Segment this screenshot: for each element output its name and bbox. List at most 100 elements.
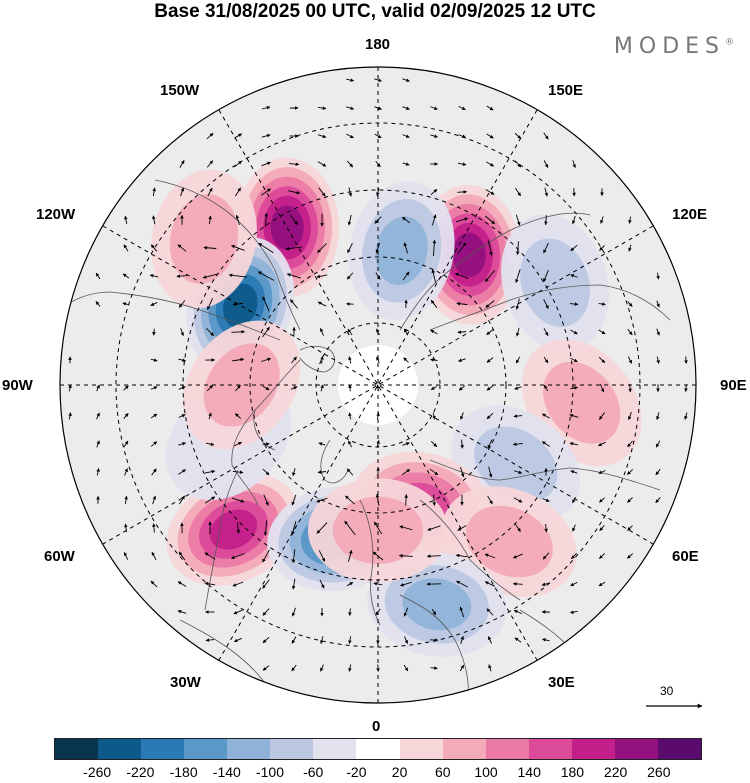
wind-arrow (598, 581, 606, 587)
wind-arrow (263, 494, 269, 506)
lon-label-90e: 90E (720, 377, 747, 394)
wind-arrow (486, 608, 494, 616)
wind-arrow (628, 216, 632, 224)
wind-arrow (261, 106, 271, 110)
wind-arrow (96, 412, 100, 420)
map-title: Base 31/08/2025 00 UTC, valid 02/09/2025… (154, 1, 596, 22)
anomaly-contour (332, 496, 424, 564)
wind-arrow (458, 385, 466, 391)
wind-arrow (487, 439, 493, 449)
wind-arrow (513, 609, 523, 615)
wind-arrow (178, 551, 186, 561)
graticule (60, 67, 696, 703)
wind-arrow (570, 470, 578, 474)
wind-arrow (208, 412, 212, 420)
wind-arrow (180, 328, 184, 337)
wind-arrow (376, 188, 380, 197)
wind-arrow (231, 553, 245, 560)
colorbar-swatch (528, 739, 572, 759)
wind-arrow (205, 327, 215, 337)
wind-arrow (152, 215, 156, 225)
wind-arrow (432, 494, 436, 506)
wind-arrow (513, 470, 523, 474)
wind-arrow (180, 187, 185, 197)
colorbar-swatch (442, 739, 486, 759)
wind-arrow (570, 581, 578, 587)
wind-arrow (68, 384, 72, 392)
wind-arrow (178, 414, 186, 418)
wind-arrow (316, 274, 328, 279)
colorbar-tick-label: -100 (255, 764, 285, 780)
wind-arrow (542, 498, 550, 502)
wind-arrow (262, 468, 270, 476)
colorbar-swatch (657, 739, 701, 759)
wind-arrow (572, 524, 576, 532)
wind-arrow (206, 298, 214, 310)
colorbar-tick-label: 180 (560, 764, 585, 780)
lon-label-120w: 120W (36, 206, 76, 223)
wind-arrow (543, 270, 549, 283)
wind-arrow (486, 105, 494, 111)
wind-arrow (152, 187, 156, 197)
wind-arrow (289, 299, 299, 309)
map-border (59, 66, 697, 704)
wind-arrow (123, 385, 129, 391)
wind-arrow (457, 330, 467, 334)
wind-arrow (286, 273, 301, 279)
wind-arrow (403, 242, 409, 254)
wind-arrow (569, 302, 579, 306)
wind-arrow (599, 524, 605, 532)
wind-arrow (488, 664, 492, 672)
wind-arrow (348, 636, 352, 645)
wind-arrow (202, 273, 218, 279)
lon-label-60e: 60E (672, 548, 699, 565)
wind-arrow (515, 356, 521, 364)
wind-arrow (515, 524, 521, 532)
wind-arrow (346, 468, 354, 476)
wind-arrow (541, 441, 551, 447)
colorbar-tick-label: -60 (303, 764, 324, 780)
wind-arrow (346, 160, 354, 168)
wind-arrow (177, 581, 187, 587)
colorbar-tick-label: -20 (346, 764, 367, 780)
wind-arrow (345, 495, 355, 505)
wind-arrow (457, 242, 467, 254)
wind-arrow (176, 274, 188, 278)
brand-registered-mark: ® (725, 37, 734, 48)
wind-arrow (205, 442, 215, 446)
wind-arrow (656, 356, 660, 364)
wind-arrow (544, 523, 548, 533)
wind-arrow (152, 328, 156, 336)
wind-arrow (484, 581, 496, 587)
lon-label-180: 180 (365, 36, 391, 53)
wind-arrow (152, 523, 156, 533)
wind-vectors (68, 78, 688, 672)
wind-arrow (178, 358, 187, 362)
wind-arrow (627, 525, 633, 531)
anomaly-contour (452, 232, 486, 278)
wind-arrow (430, 299, 438, 309)
wind-arrow (376, 440, 380, 448)
wind-arrow (178, 442, 187, 446)
wind-arrow (486, 412, 494, 420)
wind-arrow (285, 246, 303, 251)
wind-arrow (150, 386, 158, 390)
wind-arrow (430, 188, 438, 196)
wind-arrow (542, 552, 550, 560)
wind-arrow (228, 273, 247, 278)
wind-arrow (457, 190, 468, 194)
wind-arrow (514, 386, 522, 390)
wind-arrow (488, 466, 493, 478)
wind-arrow (485, 189, 495, 195)
wind-arrow (430, 134, 438, 138)
anomaly-contour (543, 361, 621, 444)
wind-arrow (598, 441, 606, 447)
wind-arrow (598, 356, 606, 364)
wind-arrow (515, 214, 521, 226)
wind-arrow (346, 133, 354, 139)
colorbar-swatch (485, 739, 529, 759)
wind-arrow (262, 636, 270, 644)
wind-arrow (514, 132, 522, 140)
wind-arrow (232, 357, 245, 362)
wind-arrow (206, 160, 214, 168)
